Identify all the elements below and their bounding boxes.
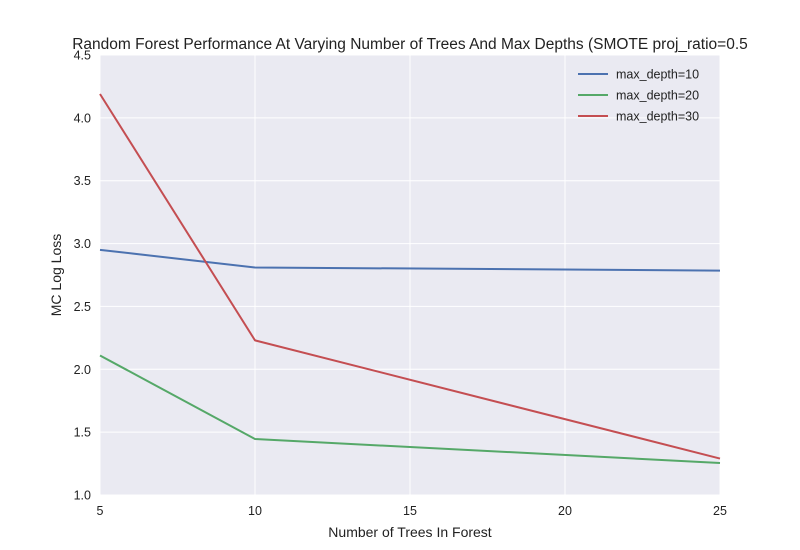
series-lines (99, 93, 721, 464)
x-tick-label: 15 (403, 504, 417, 518)
y-tick-label: 2.0 (74, 363, 91, 377)
y-tick-label: 3.5 (74, 174, 91, 188)
x-axis-label: Number of Trees In Forest (328, 524, 492, 540)
y-tick-label: 3.0 (74, 237, 91, 251)
legend: max_depth=10 max_depth=20 max_depth=30 (578, 68, 699, 124)
y-tick-label: 2.5 (74, 300, 91, 314)
grid (99, 54, 721, 496)
x-tick-label: 25 (713, 504, 727, 518)
legend-label-1: max_depth=10 (616, 68, 699, 82)
y-tick-label: 4.5 (74, 49, 91, 63)
y-tick-label: 4.0 (74, 111, 91, 125)
tick-labels: 5 10 15 20 25 1.0 1.5 2.0 2.5 3.0 3.5 4.0 4.5 (74, 49, 727, 519)
y-tick-label: 1.5 (74, 426, 91, 440)
y-axis-label: MC Log Loss (48, 234, 64, 316)
x-tick-label: 5 (97, 504, 104, 518)
legend-label-3: max_depth=30 (616, 110, 699, 124)
chart-title: Random Forest Performance At Varying Num… (72, 36, 748, 53)
y-tick-label: 1.0 (74, 489, 91, 503)
x-tick-label: 10 (248, 504, 262, 518)
legend-label-2: max_depth=20 (616, 89, 699, 103)
x-tick-label: 20 (558, 504, 572, 518)
